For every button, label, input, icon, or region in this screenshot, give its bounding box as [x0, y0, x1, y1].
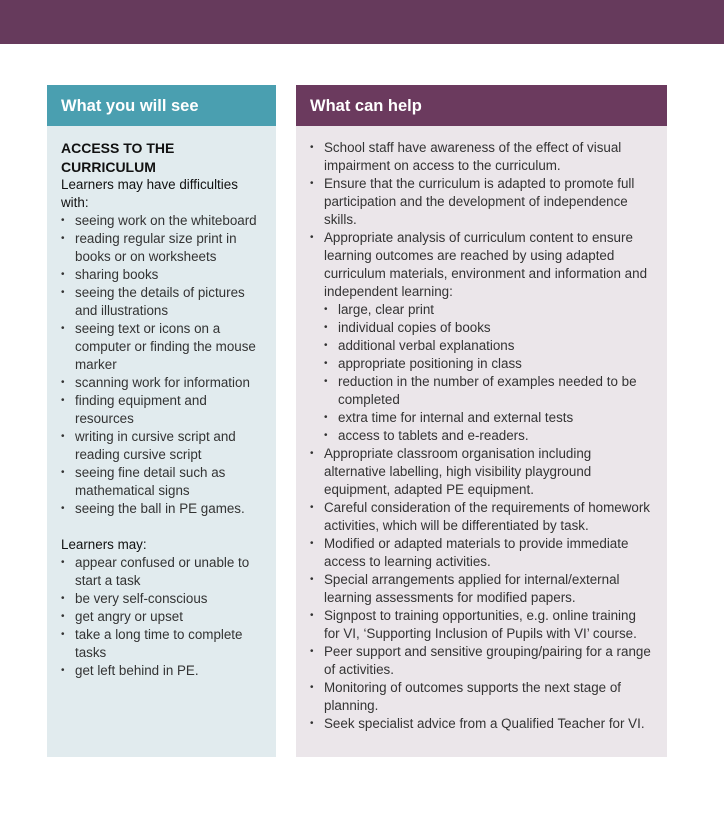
behaviours-list: appear confused or unable to start a tas… [61, 554, 262, 680]
list-item: sharing books [61, 266, 262, 284]
list-item: Seek specialist advice from a Qualified … [310, 715, 653, 733]
sub-list-item: appropriate positioning in class [324, 355, 653, 373]
list-item: Ensure that the curriculum is adapted to… [310, 175, 653, 229]
list-item: Appropriate classroom organisation inclu… [310, 445, 653, 499]
list-item: scanning work for information [61, 374, 262, 392]
list-item: seeing work on the whiteboard [61, 212, 262, 230]
sub-list-item: extra time for internal and external tes… [324, 409, 653, 427]
what-can-help-panel: What can help School staff have awarenes… [296, 85, 667, 757]
list-item: School staff have awareness of the effec… [310, 139, 653, 175]
list-item: finding equipment and resources [61, 392, 262, 428]
list-item: take a long time to complete tasks [61, 626, 262, 662]
list-item: get left behind in PE. [61, 662, 262, 680]
list-item: Special arrangements applied for interna… [310, 571, 653, 607]
list-item: seeing the ball in PE games. [61, 500, 262, 518]
top-banner [0, 0, 724, 44]
sub-list-item: reduction in the number of examples need… [324, 373, 653, 409]
sub-list-item: additional verbal explanations [324, 337, 653, 355]
intro-text: Learners may have difficulties with: [61, 177, 238, 210]
list-item: Modified or adapted materials to provide… [310, 535, 653, 571]
list-item: Signpost to training opportunities, e.g.… [310, 607, 653, 643]
list-item: reading regular size print in books or o… [61, 230, 262, 266]
list-item: Monitoring of outcomes supports the next… [310, 679, 653, 715]
what-you-will-see-panel: What you will see ACCESS TO THE CURRICUL… [47, 85, 276, 757]
sub-list-item: access to tablets and e-readers. [324, 427, 653, 445]
panel-title: What can help [296, 85, 667, 126]
list-item: seeing the details of pictures and illus… [61, 284, 262, 320]
list-item: seeing fine detail such as mathematical … [61, 464, 262, 500]
help-list-continued: Appropriate classroom organisation inclu… [310, 445, 653, 733]
list-item: Appropriate analysis of curriculum conte… [310, 229, 653, 301]
list-item: Peer support and sensitive grouping/pair… [310, 643, 653, 679]
list-item: seeing text or icons on a computer or fi… [61, 320, 262, 374]
list-item: Careful consideration of the requirement… [310, 499, 653, 535]
list-item: writing in cursive script and reading cu… [61, 428, 262, 464]
sub-list-item: individual copies of books [324, 319, 653, 337]
list-item: get angry or upset [61, 608, 262, 626]
help-list: School staff have awareness of the effec… [310, 139, 653, 301]
list-item: be very self-conscious [61, 590, 262, 608]
help-sublist: large, clear printindividual copies of b… [324, 301, 653, 445]
section-heading: ACCESS TO THE CURRICULUM [61, 140, 175, 175]
difficulties-list: seeing work on the whiteboardreading reg… [61, 212, 262, 518]
list-item: appear confused or unable to start a tas… [61, 554, 262, 590]
panel-title: What you will see [47, 85, 276, 126]
intro-text-2: Learners may: [61, 537, 147, 552]
sub-list-item: large, clear print [324, 301, 653, 319]
